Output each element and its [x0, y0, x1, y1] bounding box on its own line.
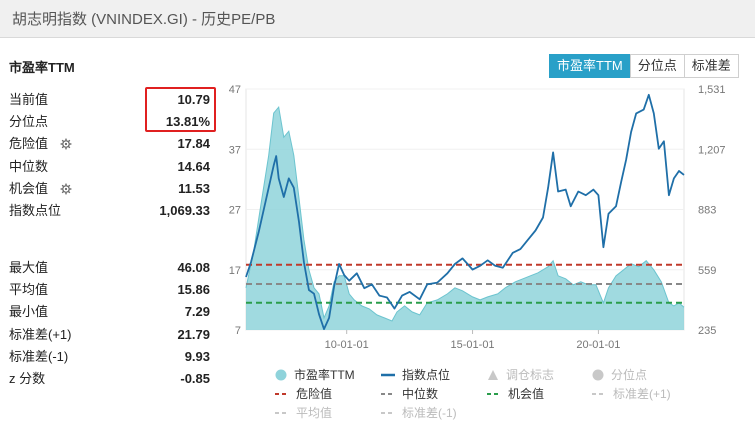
pe-line-series [245, 105, 685, 322]
stat-label: 当前值 [9, 92, 49, 107]
index-line-series [245, 93, 685, 330]
stat-value: 14.64 [177, 158, 210, 174]
dashed-line-icon [592, 392, 606, 395]
stat-label: z 分数 [9, 370, 46, 386]
legend-label-opportunity: 机会值 [508, 387, 545, 401]
stat-label: 机会值 [9, 180, 49, 196]
stat-row: 标准差(+1) 21.79 [9, 324, 210, 346]
stat-row: 指数点位 1,069.33 [9, 200, 210, 222]
legend-label-median: 中位数 [402, 387, 439, 401]
reference-lines [246, 263, 684, 304]
dashed-line-icon [275, 392, 289, 395]
triangle-icon [488, 369, 498, 380]
stat-label: 指数点位 [9, 202, 62, 218]
stats-panel-top: 当前值 10.79 分位点 13.81% 危险值 17.84 中位数 14.64 机会值 11.5… [9, 89, 210, 222]
legend-label-std-minus: 标准差(-1) [402, 406, 457, 420]
dashed-line-icon [381, 392, 395, 395]
chart-axes: 7 17 27 37 47 235 559 883 1,207 1,531 10-01-01 15-0… [229, 84, 726, 351]
stat-value: 17.84 [177, 136, 210, 152]
y-right-tick-label: 1,531 [698, 84, 726, 96]
stat-value: 7.29 [184, 304, 210, 320]
stat-value: 9.93 [184, 348, 210, 364]
y-right-tick-label: 559 [698, 265, 716, 277]
stat-row: 平均值 15.86 [9, 279, 210, 301]
highlight-box [145, 87, 216, 132]
legend-item-median[interactable]: 中位数 [381, 385, 438, 402]
y-right-tick-label: 1,207 [698, 144, 726, 156]
legend-item-std-minus[interactable]: 标准差(-1) [381, 404, 457, 421]
y-left-tick-label: 37 [229, 144, 241, 156]
chart-legend: 市盈率TTM 指数点位 调仓标志 分位点 危险值 中位数 机会值 [275, 366, 735, 423]
tab-2[interactable]: 标准差 [683, 54, 739, 78]
stat-row: z 分数 -0.85 [9, 368, 210, 390]
y-left-tick-label: 47 [229, 84, 241, 96]
stat-label: 最大值 [9, 260, 49, 275]
stat-row: 最小值 7.29 [9, 301, 210, 323]
stat-label: 最小值 [9, 304, 49, 320]
legend-item-mean[interactable]: 平均值 [275, 404, 332, 421]
pe-area-series [246, 107, 684, 330]
stat-value: 21.79 [177, 326, 210, 342]
stat-label: 分位点 [9, 114, 49, 130]
stat-value: 13.81% [165, 114, 210, 130]
legend-item-std-plus[interactable]: 标准差(+1) [592, 385, 671, 402]
tab-1[interactable]: 分位点 [629, 54, 685, 78]
legend-item-percentile[interactable]: 分位点 [592, 366, 647, 383]
tab-0[interactable]: 市盈率TTM [549, 54, 631, 78]
stat-value: 46.08 [177, 260, 210, 275]
stat-label: 平均值 [9, 282, 49, 298]
window-title: 胡志明指数 (VNINDEX.GI) - 历史PE/PB [12, 11, 276, 28]
x-tick-label: 10-01-01 [325, 339, 369, 351]
legend-label-position-mark: 调仓标志 [506, 368, 555, 382]
stat-value: 15.86 [177, 282, 210, 298]
stat-label: 标准差(-1) [9, 348, 69, 364]
legend-item-position-mark[interactable]: 调仓标志 [487, 366, 554, 383]
legend-item-opportunity[interactable]: 机会值 [487, 385, 544, 402]
stat-value: 1,069.33 [159, 202, 210, 218]
stat-row: 分位点 13.81% [9, 111, 210, 133]
stat-value: 11.53 [178, 180, 210, 196]
stat-row: 危险值 17.84 [9, 133, 210, 155]
y-right-tick-label: 883 [698, 205, 716, 217]
dashed-line-icon [275, 411, 289, 414]
gear-icon[interactable] [55, 178, 72, 200]
stat-row: 机会值 11.53 [9, 178, 210, 200]
legend-item-pe[interactable]: 市盈率TTM [275, 366, 355, 383]
stat-row: 中位数 14.64 [9, 156, 210, 178]
y-left-tick-label: 27 [229, 205, 241, 217]
legend-dot-icon [275, 369, 287, 380]
legend-line-icon [381, 373, 395, 376]
legend-dot-icon [592, 369, 604, 380]
stat-row: 标准差(-1) 9.93 [9, 346, 210, 368]
legend-label-pe: 市盈率TTM [294, 368, 355, 382]
legend-item-danger[interactable]: 危险值 [275, 385, 332, 402]
legend-label-std-plus: 标准差(+1) [613, 387, 671, 401]
metric-tabs: 市盈率TTM 分位点 标准差 [549, 54, 739, 78]
legend-label-danger: 危险值 [296, 387, 333, 401]
window-titlebar: 胡志明指数 (VNINDEX.GI) - 历史PE/PB [0, 0, 755, 38]
stat-value: -0.85 [180, 370, 210, 386]
legend-label-index: 指数点位 [402, 368, 451, 382]
stat-value: 10.79 [177, 92, 210, 107]
section-title: 市盈率TTM [9, 60, 75, 75]
stat-row: 当前值 10.79 [9, 89, 210, 111]
gear-icon[interactable] [55, 133, 72, 155]
stat-label: 标准差(+1) [9, 326, 72, 342]
y-left-tick-label: 7 [235, 325, 241, 337]
stat-label: 危险值 [9, 136, 49, 152]
y-left-tick-label: 17 [229, 265, 241, 277]
legend-label-mean: 平均值 [296, 406, 333, 420]
dashed-line-icon [487, 392, 501, 395]
dashed-line-icon [381, 411, 395, 414]
x-tick-label: 20-01-01 [576, 339, 620, 351]
stat-row: 最大值 46.08 [9, 257, 210, 279]
legend-label-percentile: 分位点 [611, 368, 648, 382]
stat-label: 中位数 [9, 158, 49, 174]
legend-item-index[interactable]: 指数点位 [381, 366, 450, 383]
stats-panel-bottom: 最大值 46.08 平均值 15.86 最小值 7.29 标准差(+1) 21.79 标准差(-… [9, 257, 210, 390]
y-right-tick-label: 235 [698, 325, 716, 337]
x-tick-label: 15-01-01 [451, 339, 495, 351]
